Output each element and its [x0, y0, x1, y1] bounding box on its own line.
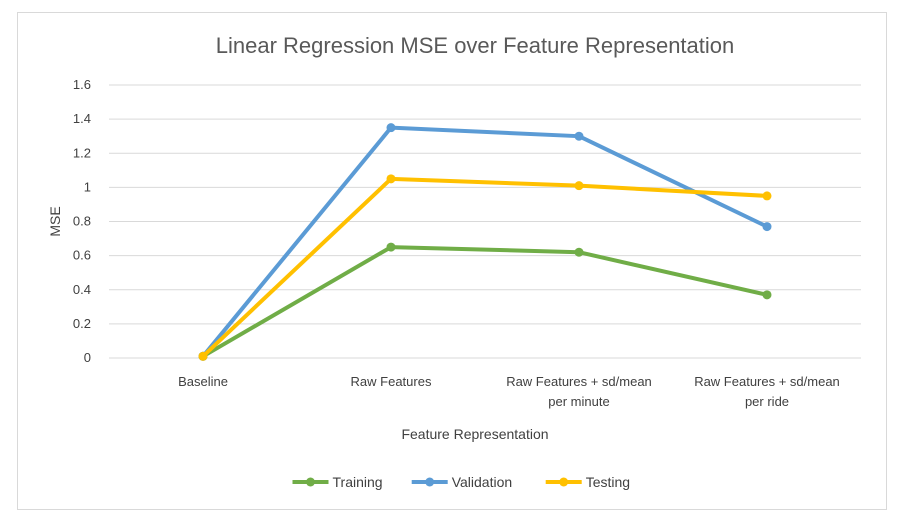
- data-point-testing: [386, 174, 396, 184]
- chart-area: Linear Regression MSE over Feature Repre…: [17, 12, 887, 510]
- series-line-validation: [201, 125, 769, 359]
- x-tick-label: Raw Features: [351, 374, 432, 389]
- legend-marker-testing: [559, 477, 569, 487]
- legend-marker-validation: [425, 477, 435, 487]
- line-chart: Linear Regression MSE over Feature Repre…: [47, 33, 861, 490]
- data-point-testing: [198, 351, 208, 361]
- y-tick-label: 1: [84, 179, 91, 194]
- y-tick-label: 0: [84, 350, 91, 365]
- y-tick-label: 0.8: [73, 214, 91, 229]
- series-line-testing: [201, 176, 769, 359]
- x-tick-label: per ride: [745, 394, 789, 409]
- y-tick-label: 1.2: [73, 145, 91, 160]
- x-axis-title: Feature Representation: [401, 426, 548, 442]
- data-point-validation: [574, 131, 584, 141]
- x-tick-label: per minute: [548, 394, 609, 409]
- data-point-validation: [386, 123, 396, 133]
- x-tick-label: Raw Features + sd/mean: [694, 374, 840, 389]
- data-point-testing: [762, 191, 772, 201]
- legend-label: Training: [333, 474, 383, 490]
- y-tick-label: 1.6: [73, 77, 91, 92]
- data-point-training: [574, 247, 584, 257]
- legend-label: Validation: [452, 474, 512, 490]
- y-tick-label: 0.2: [73, 316, 91, 331]
- data-point-validation: [762, 222, 772, 232]
- y-tick-label: 1.4: [73, 111, 91, 126]
- chart-title: Linear Regression MSE over Feature Repre…: [216, 33, 735, 58]
- y-tick-label: 0.6: [73, 248, 91, 263]
- data-point-training: [762, 290, 772, 300]
- legend-marker-training: [306, 477, 315, 487]
- series-line-training: [201, 245, 769, 359]
- x-tick-label: Baseline: [178, 374, 228, 389]
- x-tick-label: Raw Features + sd/mean: [506, 374, 652, 389]
- data-point-testing: [574, 181, 584, 191]
- data-point-training: [386, 242, 396, 252]
- legend-label: Testing: [586, 474, 630, 490]
- y-tick-label: 0.4: [73, 282, 91, 297]
- y-axis-title: MSE: [47, 206, 63, 236]
